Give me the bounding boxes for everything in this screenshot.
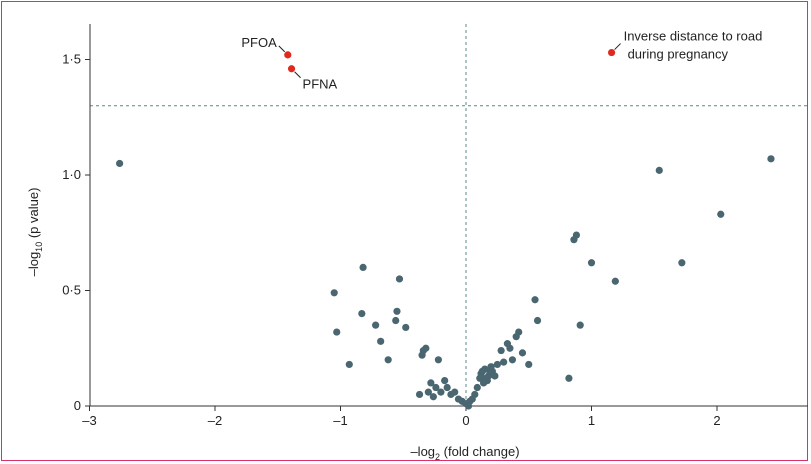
data-point bbox=[767, 155, 775, 163]
data-point bbox=[333, 328, 341, 336]
significant-data-point bbox=[287, 65, 296, 73]
data-point bbox=[424, 388, 432, 396]
y-tick-label: 0 bbox=[74, 398, 81, 413]
x-tick-label: 1 bbox=[588, 413, 595, 428]
data-point bbox=[443, 383, 451, 392]
data-point bbox=[508, 356, 517, 364]
data-point bbox=[506, 344, 514, 352]
data-point bbox=[377, 337, 385, 345]
data-point bbox=[429, 393, 437, 401]
data-point bbox=[500, 358, 508, 366]
data-point bbox=[525, 360, 533, 369]
point-label-road-line1: Inverse distance to road bbox=[624, 29, 763, 44]
data-point bbox=[518, 349, 527, 357]
data-point bbox=[473, 383, 481, 392]
data-point bbox=[358, 310, 366, 318]
data-point bbox=[402, 323, 410, 332]
data-point bbox=[576, 321, 584, 329]
y-axis-label: –log10 (p value) bbox=[26, 188, 44, 277]
data-point bbox=[384, 356, 392, 364]
data-point bbox=[427, 379, 435, 387]
label-leader-line bbox=[614, 43, 621, 50]
x-axis-label: –log2 (fold change) bbox=[410, 444, 519, 462]
data-point bbox=[422, 344, 430, 352]
data-point bbox=[432, 383, 440, 392]
data-point bbox=[434, 356, 442, 364]
data-point bbox=[497, 346, 505, 355]
data-point bbox=[717, 210, 725, 218]
x-tick-label: 2 bbox=[713, 413, 720, 428]
data-point bbox=[493, 360, 501, 369]
data-point bbox=[451, 388, 459, 396]
data-point bbox=[572, 231, 581, 239]
x-tick-label: 0 bbox=[462, 413, 469, 428]
data-point bbox=[678, 259, 686, 267]
x-tick-label: –2 bbox=[208, 413, 222, 428]
data-point bbox=[415, 390, 424, 399]
data-point bbox=[471, 390, 479, 399]
data-point bbox=[587, 259, 596, 267]
label-leader-line bbox=[278, 45, 286, 53]
point-label-road-line2: during pregnancy bbox=[628, 47, 729, 62]
x-tick-label: –3 bbox=[82, 413, 96, 428]
data-point bbox=[491, 372, 499, 380]
data-point bbox=[392, 316, 400, 325]
data-point bbox=[565, 374, 573, 382]
y-tick-label: 1·5 bbox=[62, 52, 81, 67]
y-tick-label: 0·5 bbox=[62, 283, 81, 298]
significant-data-point bbox=[284, 51, 292, 59]
data-point bbox=[533, 316, 542, 325]
label-leader-line bbox=[294, 71, 301, 79]
data-point bbox=[393, 307, 401, 315]
data-point bbox=[330, 289, 338, 297]
data-point bbox=[515, 328, 523, 336]
point-label-pfna: PFNA bbox=[303, 77, 338, 92]
data-point bbox=[345, 360, 353, 369]
data-point bbox=[437, 388, 445, 396]
x-tick-label: –1 bbox=[333, 413, 347, 428]
data-point bbox=[116, 159, 124, 168]
data-point bbox=[655, 166, 663, 174]
data-point bbox=[611, 277, 619, 285]
data-point bbox=[531, 296, 539, 304]
significant-data-point bbox=[607, 48, 616, 57]
data-point bbox=[441, 376, 449, 385]
point-label-pfoa: PFOA bbox=[241, 35, 277, 50]
data-point bbox=[372, 321, 380, 329]
data-point bbox=[359, 263, 367, 271]
y-tick-label: 1·0 bbox=[62, 167, 81, 182]
data-point bbox=[395, 275, 404, 283]
